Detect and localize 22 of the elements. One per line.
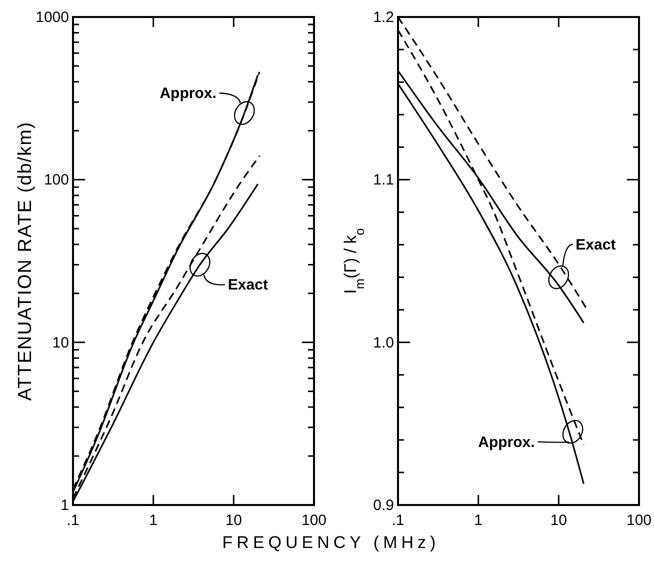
x-axis-title: FREQUENCY (MHz)	[222, 533, 440, 552]
y-tick-label: 0.9	[373, 497, 394, 514]
y-axis-title: ATTENUATION RATE (db/km)	[15, 121, 36, 401]
y-tick-label: 1	[60, 497, 69, 514]
annotation: Exact	[576, 236, 616, 254]
y-tick-label: 100	[44, 172, 69, 189]
x-tick-label: 100	[301, 512, 327, 529]
x-tick-label: 100	[626, 512, 652, 529]
y-tick-label: 1.2	[373, 9, 394, 26]
x-tick-label: 10	[225, 512, 242, 529]
y-tick-label: 1.1	[373, 172, 394, 189]
y-tick-label: 1000	[36, 9, 69, 26]
x-tick-label: 10	[550, 512, 568, 529]
annotation: Exact	[228, 276, 268, 294]
y-tick-label: 1.0	[373, 334, 394, 352]
x-tick-label: 1	[149, 512, 158, 529]
annotation: Approx.	[160, 84, 216, 102]
x-tick-label: .1	[66, 512, 80, 529]
x-tick-label: .1	[392, 512, 404, 529]
x-tick-label: 1	[474, 512, 483, 529]
annotation: Approx.	[478, 434, 535, 451]
y-tick-label: 10	[52, 334, 69, 352]
